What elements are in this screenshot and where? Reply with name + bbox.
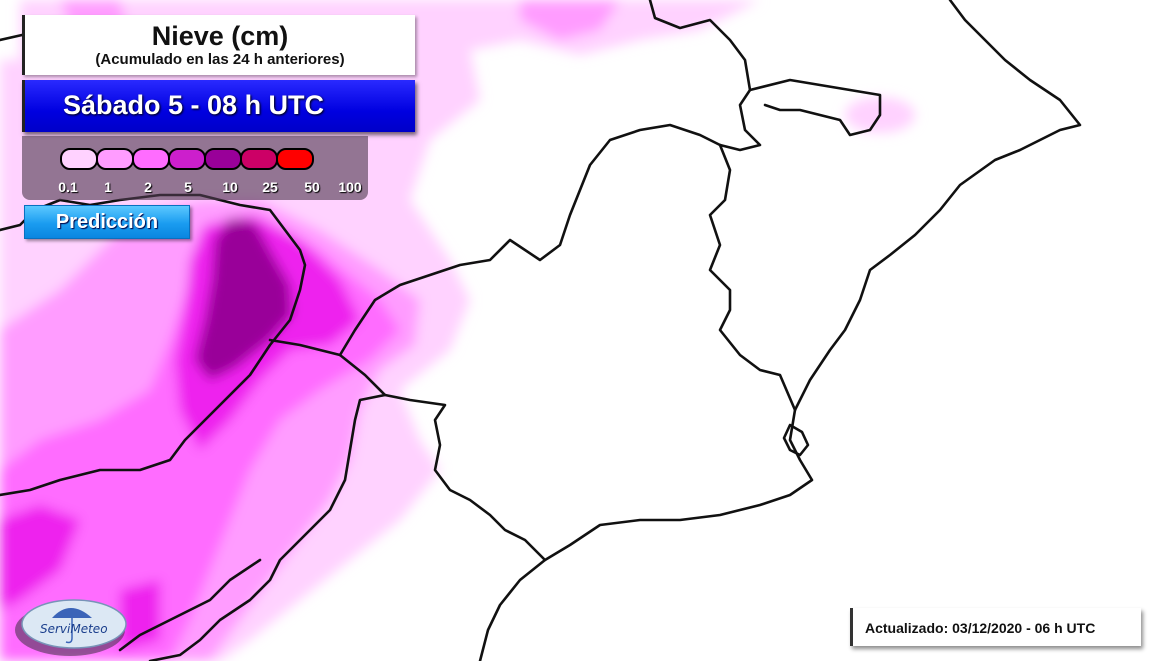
logo-text: ServiMeteo xyxy=(40,622,108,636)
servimeteo-logo: ServiMeteo xyxy=(18,592,130,654)
date-bar: Sábado 5 - 08 h UTC xyxy=(22,80,415,132)
coast-islet xyxy=(782,423,810,457)
border-west-2 xyxy=(268,338,342,357)
color-legend: 0.1 1 2 5 10 25 50 100 xyxy=(22,136,368,200)
border-west-1 xyxy=(0,193,307,497)
logo-graphic xyxy=(15,599,127,656)
region-borders xyxy=(0,0,1082,661)
legend-label: 0.1 xyxy=(58,179,78,195)
legend-label: 1 xyxy=(104,179,112,195)
legend-swatch-1 xyxy=(96,148,134,170)
coastline xyxy=(478,0,1082,661)
legend-labels: 0.1 1 2 5 10 25 50 100 xyxy=(22,179,368,197)
map-subtitle: (Acumulado en las 24 h anteriores) xyxy=(95,51,345,68)
prediction-label: Predicción xyxy=(55,211,159,233)
legend-swatches xyxy=(60,148,314,170)
logo-ellipse xyxy=(21,599,127,649)
legend-swatch-10 xyxy=(204,148,242,170)
title-box: Nieve (cm) (Acumulado en las 24 h anteri… xyxy=(22,15,415,75)
border-north-1 xyxy=(338,0,762,357)
legend-swatch-0-1 xyxy=(60,148,98,170)
legend-swatch-25 xyxy=(240,148,278,170)
umbrella-handle-icon xyxy=(65,612,73,644)
updated-timestamp: Actualizado: 03/12/2020 - 06 h UTC xyxy=(865,620,1096,636)
border-murcia-west xyxy=(338,353,547,562)
legend-label: 100 xyxy=(338,179,362,195)
legend-label: 5 xyxy=(184,179,192,195)
legend-label: 50 xyxy=(304,179,320,195)
border-top-left xyxy=(0,33,24,42)
snow-area-0-1-c xyxy=(415,55,475,105)
border-north-3 xyxy=(708,143,797,412)
legend-swatch-5 xyxy=(168,148,206,170)
border-south-1 xyxy=(148,393,387,661)
prediction-badge: Predicción xyxy=(24,205,190,239)
forecast-date: Sábado 5 - 08 h UTC xyxy=(63,90,325,120)
legend-label: 10 xyxy=(222,179,238,195)
legend-label: 2 xyxy=(144,179,152,195)
border-north-2 xyxy=(748,78,882,137)
map-title: Nieve (cm) xyxy=(151,21,289,51)
snow-area-10 xyxy=(195,218,292,380)
legend-swatch-2 xyxy=(132,148,170,170)
legend-swatch-50 xyxy=(276,148,314,170)
border-south-2 xyxy=(118,558,262,652)
updated-box: Actualizado: 03/12/2020 - 06 h UTC xyxy=(850,608,1141,646)
legend-label: 25 xyxy=(262,179,278,195)
